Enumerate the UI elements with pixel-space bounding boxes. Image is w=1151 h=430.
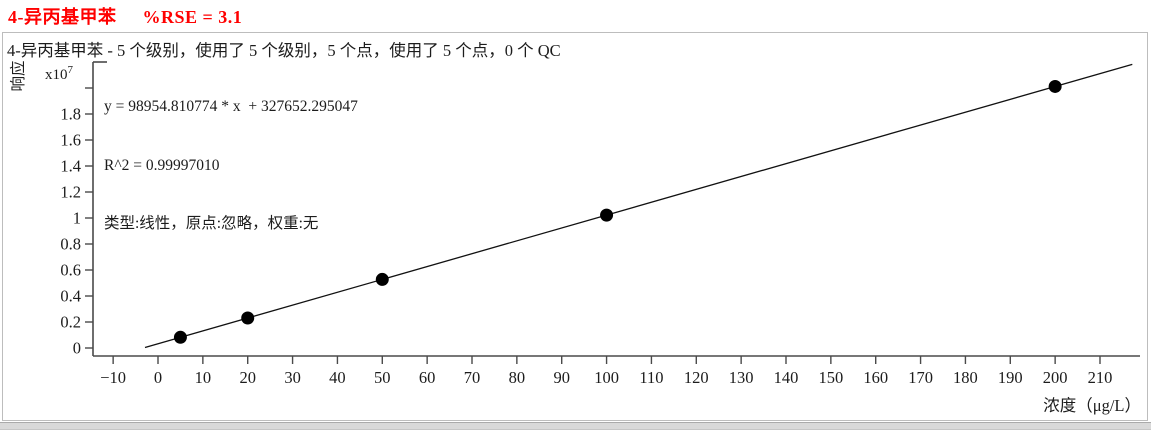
- compound-title: 4-异丙基甲苯 %RSE = 3.1: [8, 3, 242, 29]
- x-tick-label: 110: [639, 368, 663, 387]
- data-point[interactable]: [600, 208, 614, 222]
- x-tick-label: 10: [195, 368, 212, 387]
- x-tick-label: 70: [464, 368, 481, 387]
- curve-summary: 4-异丙基甲苯 - 5 个级别，使用了 5 个级别，5 个点，使用了 5 个点，…: [7, 41, 561, 60]
- data-point[interactable]: [1048, 79, 1062, 93]
- data-point[interactable]: [241, 311, 255, 325]
- y-tick-label: 0.2: [60, 313, 81, 332]
- x-tick-label: 200: [1043, 368, 1068, 387]
- y-axis-scale: x107: [45, 64, 73, 84]
- x-tick-label: 140: [774, 368, 799, 387]
- x-tick-label: 100: [594, 368, 619, 387]
- equation-block: y = 98954.810774 * x + 327652.295047 R^2…: [104, 58, 358, 273]
- fit-settings: 类型:线性，原点:忽略，权重:无: [104, 215, 319, 232]
- x-tick-label: 130: [729, 368, 754, 387]
- y-tick-label: 1.6: [60, 131, 81, 150]
- x-tick-label: 160: [863, 368, 888, 387]
- r-squared-value: R^2 = 0.99997010: [104, 156, 220, 174]
- compound-name: 4-异丙基甲苯: [8, 7, 117, 27]
- x-tick-label: 180: [953, 368, 978, 387]
- x-tick-label: 150: [818, 368, 843, 387]
- x-tick-label: 50: [374, 368, 391, 387]
- regression-equation: y = 98954.810774 * x + 327652.295047: [104, 98, 358, 115]
- y-tick-label: 0: [73, 339, 81, 358]
- x-tick-label: 30: [284, 368, 301, 387]
- y-tick-label: 1.8: [60, 105, 81, 124]
- x-tick-label: 210: [1088, 368, 1113, 387]
- x-tick-label: 60: [419, 368, 436, 387]
- x-tick-label: 90: [553, 368, 570, 387]
- data-point[interactable]: [173, 330, 187, 344]
- y-tick-label: 1.4: [60, 157, 81, 176]
- y-tick-label: 1.2: [60, 183, 81, 202]
- y-tick-label: 0.6: [60, 261, 81, 280]
- x-axis-title: 浓度（μg/L）: [1043, 396, 1141, 415]
- y-tick-label: 0.4: [60, 287, 81, 306]
- x-tick-label: 190: [998, 368, 1023, 387]
- x-tick-label: 170: [908, 368, 933, 387]
- x-tick-label: 0: [154, 368, 162, 387]
- y-tick-label: 0.8: [60, 235, 81, 254]
- x-tick-label: 40: [329, 368, 346, 387]
- fit-line: [144, 63, 1133, 349]
- x-tick-label: 120: [684, 368, 709, 387]
- y-scale-exponent: 7: [67, 64, 74, 76]
- x-tick-label: −10: [100, 368, 126, 387]
- rse-value: %RSE = 3.1: [142, 7, 243, 27]
- x-tick-label: 80: [509, 368, 526, 387]
- horizontal-scrollbar[interactable]: [0, 422, 1151, 430]
- x-tick-label: 20: [239, 368, 256, 387]
- data-point[interactable]: [375, 272, 389, 286]
- y-tick-label: 1: [73, 209, 81, 228]
- y-scale-base: x10: [45, 67, 68, 83]
